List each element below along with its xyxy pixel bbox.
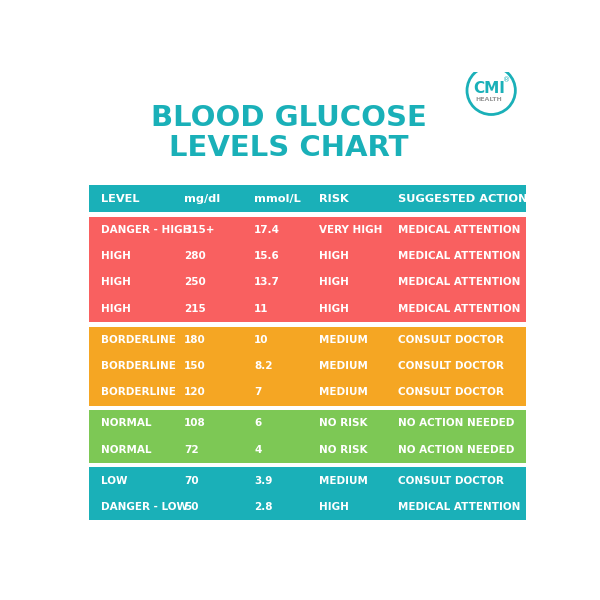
Text: 6: 6 — [254, 418, 261, 428]
Text: NO RISK: NO RISK — [319, 418, 368, 428]
Text: 250: 250 — [184, 277, 206, 287]
Text: DANGER - LOW: DANGER - LOW — [101, 502, 188, 512]
Text: 280: 280 — [184, 251, 206, 261]
Text: 150: 150 — [184, 361, 206, 371]
Text: 108: 108 — [184, 418, 206, 428]
Text: 2.8: 2.8 — [254, 502, 272, 512]
Text: 50: 50 — [184, 502, 199, 512]
Text: LEVELS CHART: LEVELS CHART — [169, 134, 409, 162]
Text: SUGGESTED ACTION: SUGGESTED ACTION — [398, 194, 528, 203]
Text: CONSULT DOCTOR: CONSULT DOCTOR — [398, 361, 504, 371]
Text: 11: 11 — [254, 304, 269, 314]
Text: CONSULT DOCTOR: CONSULT DOCTOR — [398, 388, 504, 397]
Text: 315+: 315+ — [184, 225, 215, 235]
Text: MEDIUM: MEDIUM — [319, 476, 368, 485]
Text: MEDICAL ATTENTION: MEDICAL ATTENTION — [398, 304, 521, 314]
Bar — [89, 467, 526, 520]
Text: LEVEL: LEVEL — [101, 194, 139, 203]
Text: ®: ® — [503, 77, 510, 83]
Text: mmol/L: mmol/L — [254, 194, 301, 203]
Text: MEDIUM: MEDIUM — [319, 388, 368, 397]
Text: NO ACTION NEEDED: NO ACTION NEEDED — [398, 418, 515, 428]
Text: MEDIUM: MEDIUM — [319, 335, 368, 345]
Text: 180: 180 — [184, 335, 206, 345]
Text: 7: 7 — [254, 388, 262, 397]
Text: HIGH: HIGH — [319, 502, 349, 512]
Text: 10: 10 — [254, 335, 269, 345]
Bar — [89, 326, 526, 406]
Text: DANGER - HIGH: DANGER - HIGH — [101, 225, 191, 235]
Text: NO ACTION NEEDED: NO ACTION NEEDED — [398, 445, 515, 455]
Text: NORMAL: NORMAL — [101, 445, 151, 455]
Text: HIGH: HIGH — [319, 304, 349, 314]
Text: MEDICAL ATTENTION: MEDICAL ATTENTION — [398, 225, 521, 235]
Text: 120: 120 — [184, 388, 206, 397]
Text: MEDICAL ATTENTION: MEDICAL ATTENTION — [398, 277, 521, 287]
Bar — [89, 217, 526, 322]
Text: 70: 70 — [184, 476, 199, 485]
Text: mg/dl: mg/dl — [184, 194, 221, 203]
Text: MEDIUM: MEDIUM — [319, 361, 368, 371]
Text: MEDICAL ATTENTION: MEDICAL ATTENTION — [398, 502, 521, 512]
Text: HEALTH: HEALTH — [475, 97, 502, 102]
Text: 13.7: 13.7 — [254, 277, 280, 287]
Text: NO RISK: NO RISK — [319, 445, 368, 455]
Text: BORDERLINE: BORDERLINE — [101, 335, 175, 345]
Text: HIGH: HIGH — [319, 277, 349, 287]
Text: 17.4: 17.4 — [254, 225, 280, 235]
Text: BLOOD GLUCOSE: BLOOD GLUCOSE — [151, 104, 427, 132]
Bar — [89, 185, 526, 212]
Text: 15.6: 15.6 — [254, 251, 280, 261]
Text: HIGH: HIGH — [101, 304, 130, 314]
Text: HIGH: HIGH — [319, 251, 349, 261]
Text: 4: 4 — [254, 445, 262, 455]
Text: CMI: CMI — [473, 81, 505, 96]
Text: RISK: RISK — [319, 194, 349, 203]
Text: 8.2: 8.2 — [254, 361, 272, 371]
Text: HIGH: HIGH — [101, 251, 130, 261]
Text: 72: 72 — [184, 445, 199, 455]
Text: NORMAL: NORMAL — [101, 418, 151, 428]
Text: BORDERLINE: BORDERLINE — [101, 361, 175, 371]
Text: CONSULT DOCTOR: CONSULT DOCTOR — [398, 335, 504, 345]
Text: 215: 215 — [184, 304, 206, 314]
Text: VERY HIGH: VERY HIGH — [319, 225, 383, 235]
Text: 3.9: 3.9 — [254, 476, 272, 485]
Text: CONSULT DOCTOR: CONSULT DOCTOR — [398, 476, 504, 485]
Bar — [89, 410, 526, 463]
Text: MEDICAL ATTENTION: MEDICAL ATTENTION — [398, 251, 521, 261]
Text: LOW: LOW — [101, 476, 127, 485]
Text: BORDERLINE: BORDERLINE — [101, 388, 175, 397]
Text: HIGH: HIGH — [101, 277, 130, 287]
